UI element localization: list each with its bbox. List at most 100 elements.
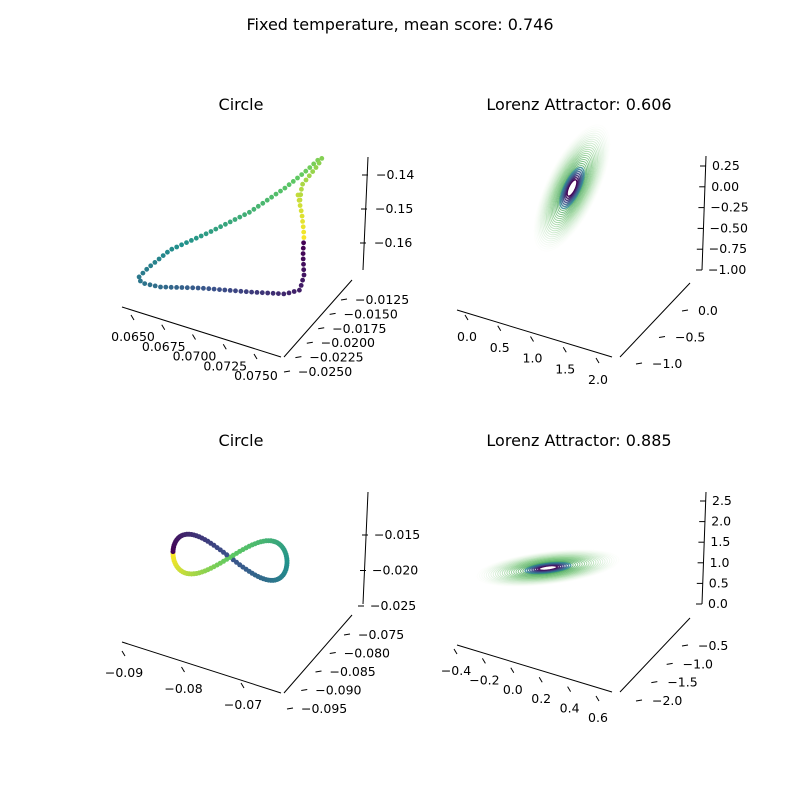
data-point	[259, 290, 265, 296]
y-tick	[329, 312, 336, 315]
axis-ticks: −0.14−0.15−0.16−0.0125−0.0150−0.0175−0.0…	[111, 167, 414, 383]
x-tick	[121, 650, 126, 657]
plot-marks	[476, 549, 620, 587]
z-tick-label: −0.14	[376, 167, 414, 182]
y-tick-label: −1.5	[667, 675, 697, 690]
y-tick	[681, 644, 689, 647]
data-point	[300, 181, 305, 187]
x-tick-label: 1.5	[555, 361, 575, 376]
trajectory-line	[490, 552, 606, 584]
data-point	[301, 235, 307, 240]
data-point	[195, 285, 201, 291]
y-axis-line	[619, 617, 691, 693]
data-point	[303, 168, 309, 174]
y-tick-label: −0.0225	[309, 350, 363, 365]
data-point	[300, 219, 305, 224]
data-point	[299, 213, 305, 219]
z-tick-label: 2.5	[712, 493, 732, 508]
data-point	[184, 240, 189, 246]
data-point	[238, 288, 244, 294]
x-tick	[161, 324, 166, 331]
y-tick-label: −1.0	[652, 356, 682, 371]
data-point	[255, 203, 261, 209]
data-point	[296, 197, 302, 203]
trajectory-line	[478, 550, 617, 586]
data-point	[298, 208, 304, 214]
data-point	[227, 288, 233, 293]
y-tick	[343, 633, 351, 636]
y-tick-label: −2.0	[652, 693, 682, 708]
trajectory-line	[481, 550, 615, 586]
x-tick-label: 0.0750	[234, 368, 278, 383]
y-axis-line	[283, 279, 353, 358]
data-point	[217, 287, 222, 292]
x-axis-line	[456, 644, 613, 693]
data-point	[169, 246, 175, 252]
data-point	[152, 260, 158, 265]
z-axis-line	[701, 491, 707, 605]
x-tick	[130, 314, 135, 321]
x-tick	[567, 686, 572, 692]
trajectory-line	[561, 171, 583, 205]
y-tick-label: −0.0125	[355, 292, 409, 307]
x-tick	[453, 648, 458, 655]
data-point	[282, 185, 288, 191]
y-tick	[315, 670, 322, 673]
data-point	[265, 290, 271, 296]
x-tick-label: 0.2	[531, 691, 551, 706]
trajectory-line	[543, 140, 601, 236]
data-point	[307, 165, 313, 171]
trajectory-line	[476, 549, 620, 587]
y-tick	[318, 327, 325, 330]
data-point	[301, 272, 307, 278]
trajectory-line	[565, 176, 579, 200]
trajectory-line	[533, 124, 611, 252]
data-point	[144, 266, 150, 272]
data-point	[299, 172, 305, 178]
data-point	[142, 281, 148, 286]
data-point	[297, 203, 303, 208]
data-point	[281, 291, 287, 297]
data-point	[189, 238, 194, 243]
z-tick-label: −1.00	[708, 262, 746, 277]
subplot-2: Lorenz Attractor: 0.606 0.25 0.00 −0.25 −0.…	[456, 95, 749, 387]
y-tick-label: 0.0	[698, 303, 718, 318]
trajectory-line	[548, 148, 596, 228]
x-tick-label: −0.09	[105, 665, 143, 680]
trajectory-line	[553, 156, 591, 220]
y-tick	[658, 336, 666, 338]
trajectory-line	[537, 130, 607, 246]
x-tick-label: 0.0675	[142, 339, 186, 354]
data-point	[300, 277, 305, 283]
z-tick-label: −0.75	[709, 241, 747, 256]
z-tick-label: 0.5	[709, 575, 729, 590]
data-point	[232, 217, 238, 222]
data-point	[249, 289, 255, 295]
x-axis-line	[121, 641, 282, 694]
y-axis-line	[283, 614, 353, 694]
trajectory-line	[497, 554, 599, 582]
y-tick	[286, 707, 294, 710]
y-tick	[340, 298, 348, 301]
data-point	[193, 235, 199, 241]
axis-ticks: 0.25 0.00 −0.25 −0.50 −0.75 −1.00 0.0 −0.5 −1.0 0…	[457, 158, 749, 387]
data-point	[174, 285, 180, 290]
trajectory-line	[494, 554, 601, 582]
trajectory-line	[522, 561, 574, 575]
data-point	[298, 192, 304, 198]
x-axis-line	[456, 309, 613, 358]
data-point	[136, 274, 142, 280]
y-tick	[635, 699, 643, 702]
data-point	[297, 287, 302, 293]
x-tick	[464, 314, 469, 321]
x-tick-label: 0.0700	[173, 349, 217, 364]
data-point	[168, 284, 174, 290]
y-tick	[666, 662, 673, 665]
data-point	[300, 224, 306, 230]
z-tick-label: −0.025	[370, 598, 416, 613]
y-axis-line	[619, 282, 691, 358]
trajectory-line	[534, 126, 610, 250]
trajectory-line	[504, 556, 592, 580]
y-tick-label: −0.075	[358, 627, 404, 642]
